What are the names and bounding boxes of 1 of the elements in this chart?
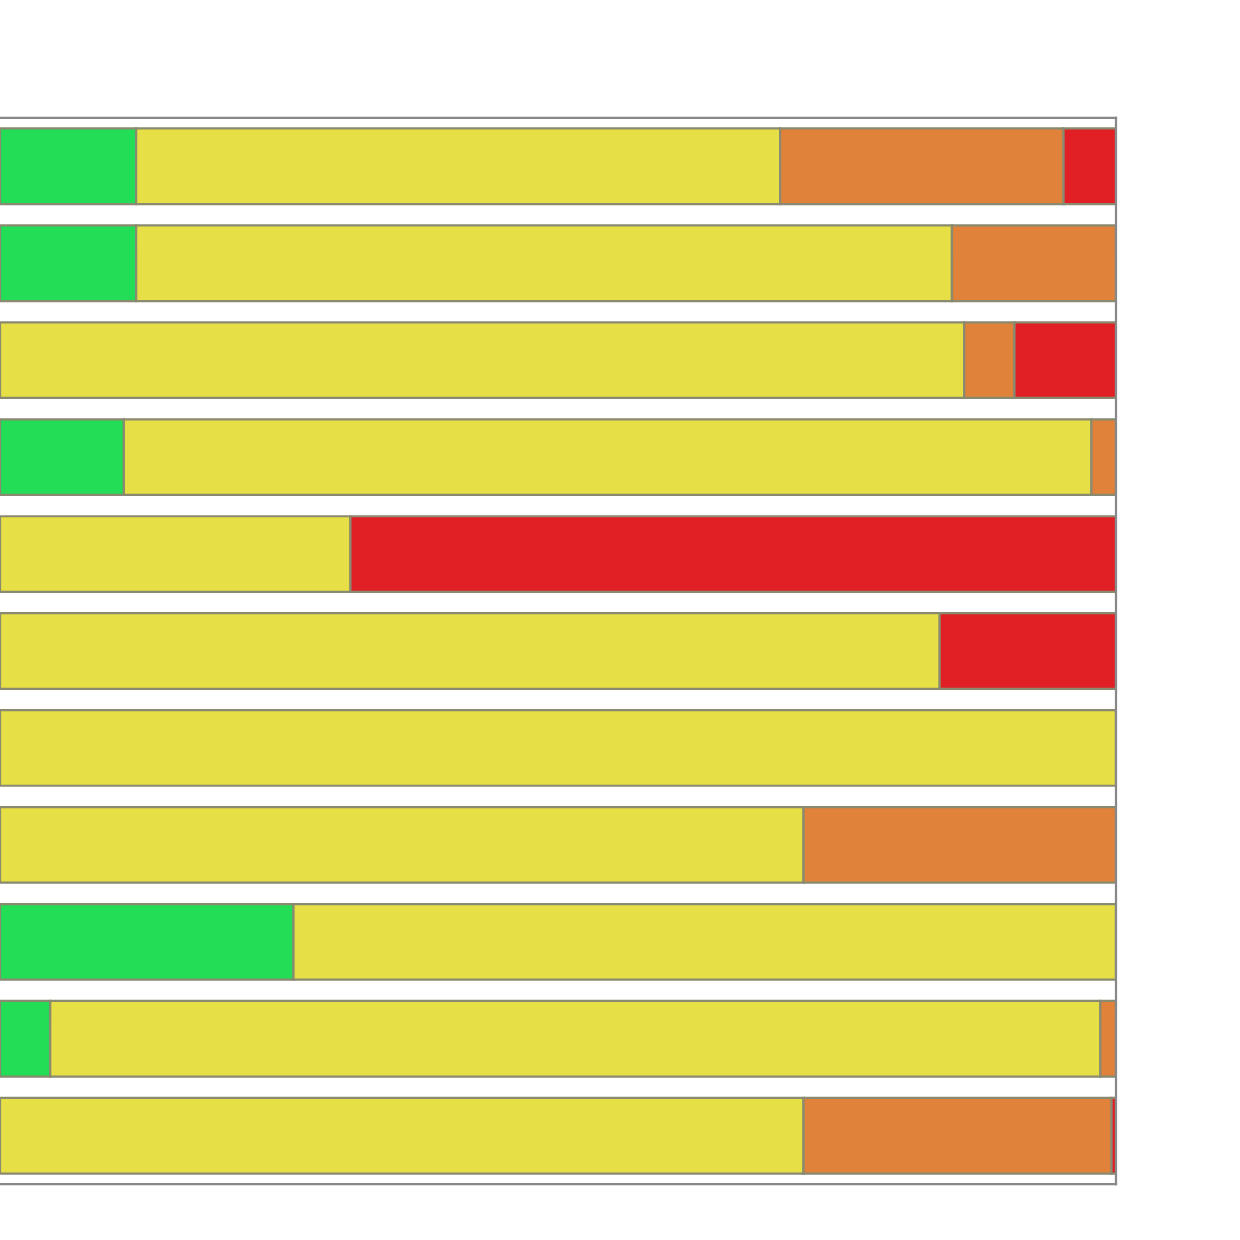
bar xyxy=(0,709,1116,787)
